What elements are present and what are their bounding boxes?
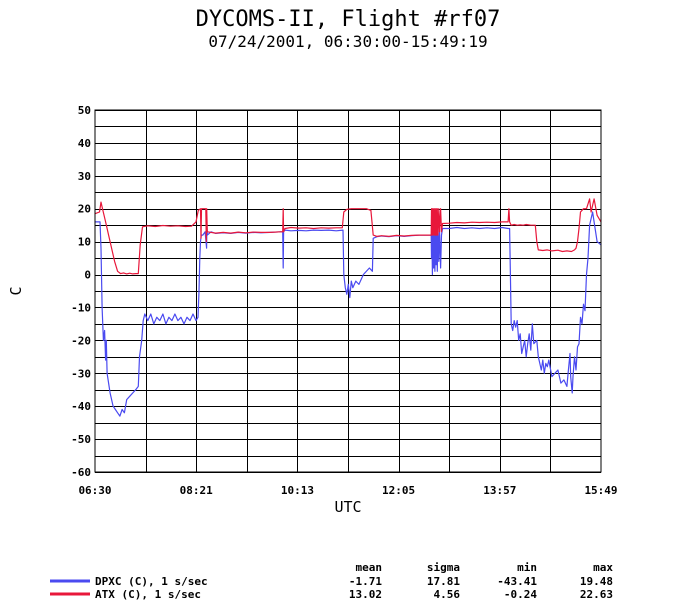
legend-label-dpxc: DPXC (C), 1 s/sec <box>95 575 208 588</box>
y-tick-labels: 50 40 30 20 10 0 -10 -20 -30 -40 -50 -60 <box>71 104 91 479</box>
stat-dpxc-mean: -1.71 <box>349 575 382 588</box>
y-tick-label: 0 <box>84 269 91 282</box>
y-tick-label: 10 <box>78 236 91 249</box>
x-tick-label: 06:30 <box>78 484 111 497</box>
y-tick-label: -40 <box>71 400 91 413</box>
y-tick-label: 30 <box>78 170 91 183</box>
stat-dpxc-max: 19.48 <box>580 575 613 588</box>
stat-atx-mean: 13.02 <box>349 588 382 601</box>
stat-dpxc-sigma: 17.81 <box>427 575 460 588</box>
series-line-dpxc <box>95 211 602 417</box>
legend: mean sigma min max DPXC (C), 1 s/sec -1.… <box>50 561 613 601</box>
plot-frame <box>94 109 602 473</box>
y-tick-label: -60 <box>71 466 91 479</box>
stats-header-mean: mean <box>356 561 383 574</box>
x-tick-labels: 06:30 08:21 10:13 12:05 13:57 15:49 <box>78 484 617 497</box>
x-tick-label: 15:49 <box>584 484 617 497</box>
series-line-atx <box>94 198 602 275</box>
stats-header-max: max <box>593 561 613 574</box>
y-tick-label: 50 <box>78 104 91 117</box>
stat-atx-max: 22.63 <box>580 588 613 601</box>
y-tick-label: -30 <box>71 367 91 380</box>
stats-header-min: min <box>517 561 537 574</box>
x-axis-label: UTC <box>334 498 361 516</box>
series-lines <box>94 198 602 417</box>
y-tick-label: 20 <box>78 203 91 216</box>
stats-header-sigma: sigma <box>427 561 460 574</box>
chart-subtitle: 07/24/2001, 06:30:00-15:49:19 <box>208 32 487 51</box>
chart-title: DYCOMS-II, Flight #rf07 <box>196 7 501 32</box>
grid <box>95 110 601 473</box>
y-tick-label: -20 <box>71 334 91 347</box>
y-tick-label: -50 <box>71 433 91 446</box>
stat-atx-min: -0.24 <box>504 588 537 601</box>
x-tick-label: 12:05 <box>382 484 415 497</box>
y-tick-label: 40 <box>78 137 91 150</box>
y-axis-label: C <box>7 286 25 295</box>
x-tick-label: 10:13 <box>281 484 314 497</box>
stat-atx-sigma: 4.56 <box>434 588 461 601</box>
x-tick-label: 08:21 <box>180 484 213 497</box>
y-tick-label: -10 <box>71 301 91 314</box>
legend-label-atx: ATX (C), 1 s/sec <box>95 588 201 601</box>
stat-dpxc-min: -43.41 <box>497 575 537 588</box>
x-tick-label: 13:57 <box>483 484 516 497</box>
